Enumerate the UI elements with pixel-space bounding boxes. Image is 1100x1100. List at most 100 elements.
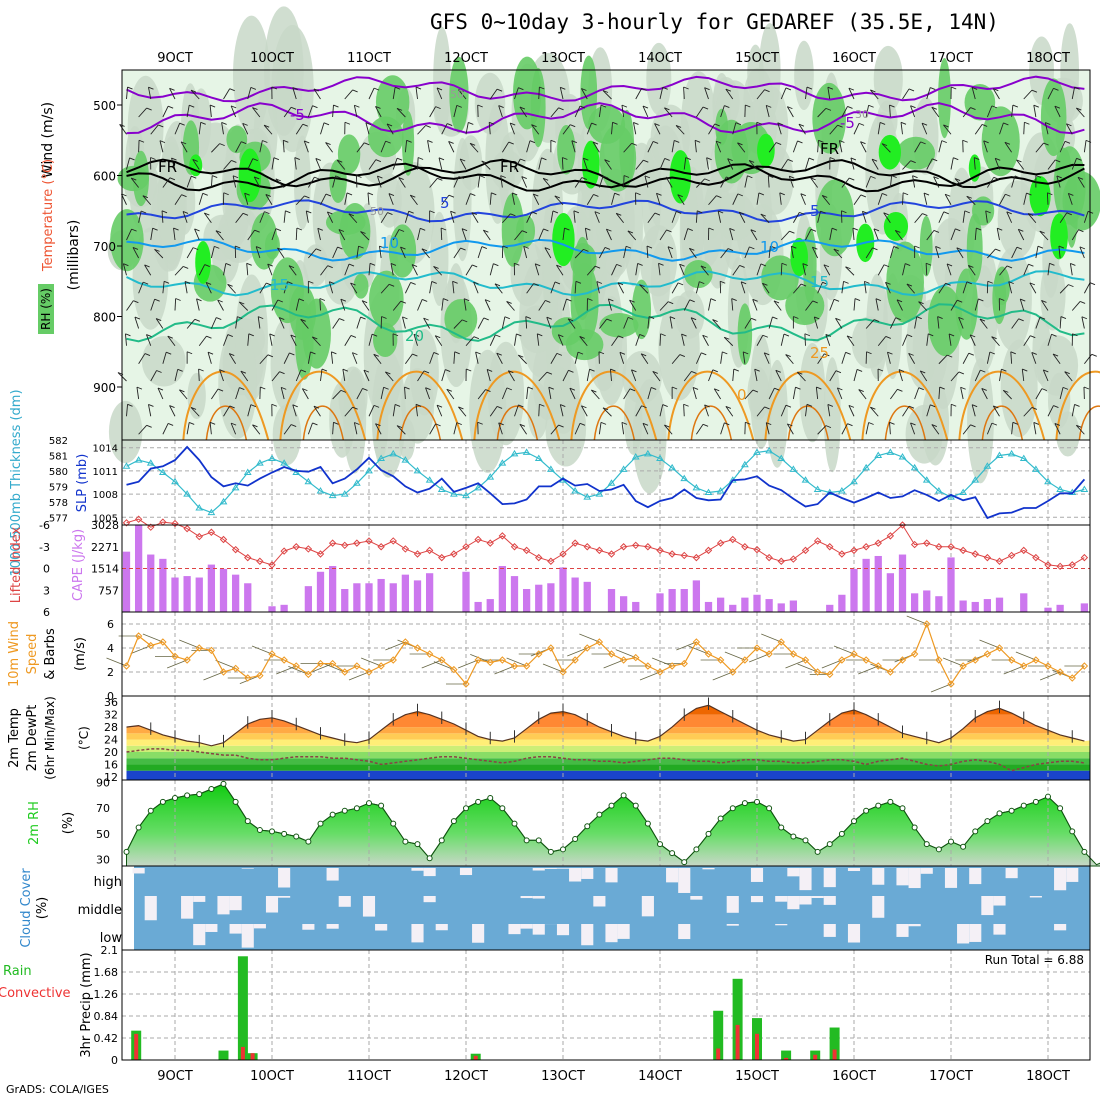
wind-barb bbox=[607, 298, 612, 311]
wind10m-line-point bbox=[850, 650, 858, 658]
wind-barb-flag bbox=[292, 404, 298, 408]
wind-barb-flag bbox=[289, 352, 295, 356]
wind-barb-flag bbox=[189, 104, 195, 108]
wind-barb-flag bbox=[179, 389, 185, 393]
thickness-line-point bbox=[377, 454, 386, 462]
wind-barb bbox=[144, 264, 152, 276]
wind-barb bbox=[644, 175, 649, 188]
wind10m-line-point bbox=[522, 662, 531, 670]
wind-barb-flag bbox=[889, 421, 895, 425]
wind-barb-flag bbox=[159, 140, 166, 144]
wind-barb-flag bbox=[154, 248, 160, 252]
wind-barb bbox=[162, 423, 169, 435]
rh-shade bbox=[187, 372, 206, 420]
wind-barb-flag bbox=[591, 389, 597, 393]
wind-barb-flag bbox=[618, 335, 624, 339]
thickness-line-point bbox=[971, 476, 980, 483]
wind-barb-flag bbox=[700, 265, 707, 269]
cape-bar bbox=[535, 584, 543, 612]
cloud-gap bbox=[132, 868, 145, 874]
wind-barb bbox=[282, 140, 285, 153]
wind-barb bbox=[611, 193, 616, 205]
profile-rh-label: RH (%) bbox=[39, 288, 53, 330]
cloud-gap bbox=[569, 868, 582, 882]
wind-barb bbox=[910, 105, 916, 118]
rh2m-line-point bbox=[414, 841, 421, 848]
wind-barb bbox=[659, 333, 662, 346]
wind-barb bbox=[496, 352, 503, 364]
wind-barb-flag bbox=[889, 104, 895, 108]
rh2m-tick-label: 30 bbox=[96, 854, 110, 867]
cape-bar bbox=[959, 600, 967, 612]
slp-tick-label: 1005 bbox=[93, 513, 118, 524]
rh2m-line-point bbox=[475, 798, 482, 805]
wind-barb bbox=[292, 87, 297, 100]
wind-barb bbox=[415, 404, 418, 417]
wind-barb-flag bbox=[724, 105, 730, 109]
wind10m-line-point bbox=[316, 659, 325, 668]
wind-barb bbox=[469, 143, 479, 153]
wind10m-barb bbox=[215, 660, 236, 669]
temp-band bbox=[126, 705, 1090, 715]
wind-barb-flag bbox=[340, 298, 347, 302]
wind-barb-flag bbox=[760, 263, 767, 267]
cloud-gap bbox=[787, 868, 800, 877]
wind-barb bbox=[889, 422, 891, 435]
cloud-gap bbox=[181, 896, 194, 919]
rh-shade bbox=[997, 180, 1037, 259]
rh2m-line-point bbox=[911, 824, 918, 831]
wind-barb bbox=[841, 281, 844, 294]
wind-barb-flag bbox=[654, 212, 661, 216]
cape-bar bbox=[850, 568, 858, 612]
wind-barb bbox=[611, 264, 617, 276]
wind-barb bbox=[489, 334, 496, 346]
cloud-gap bbox=[1054, 868, 1067, 891]
wind-barb bbox=[247, 333, 250, 346]
wind-barb-flag bbox=[631, 142, 637, 146]
wind-barb bbox=[786, 106, 794, 118]
wind-barb bbox=[817, 140, 819, 153]
wind-barb-flag bbox=[325, 142, 331, 145]
wind-barb bbox=[720, 422, 725, 435]
wind-barb-flag bbox=[750, 229, 756, 233]
cloud-unit-label: (%) bbox=[35, 897, 50, 920]
wind-barb-flag bbox=[529, 140, 536, 144]
wind-barb bbox=[829, 299, 835, 311]
wind-barb bbox=[579, 336, 588, 347]
wind-barb-flag bbox=[1049, 262, 1055, 266]
wind-barb-flag bbox=[1081, 316, 1088, 320]
wind-barb-flag bbox=[870, 89, 876, 93]
rh-shade-moist bbox=[994, 266, 1011, 306]
wind-barb bbox=[392, 87, 396, 100]
precip-tick-label: 0.42 bbox=[94, 1032, 119, 1045]
cape-bar bbox=[183, 576, 191, 612]
wind-barb-flag bbox=[898, 369, 905, 372]
precip-tick-label: 1.26 bbox=[94, 988, 119, 1001]
cloud-gap bbox=[593, 896, 606, 907]
wind-barb bbox=[647, 316, 650, 329]
lifted-index-line-point bbox=[813, 537, 822, 545]
wind-barb-flag bbox=[242, 122, 248, 126]
precip-convective-bar bbox=[784, 1057, 789, 1060]
wind-barb bbox=[688, 248, 697, 259]
wind-barb-flag bbox=[945, 282, 951, 286]
wind-barb bbox=[361, 300, 370, 311]
thickness-line-point bbox=[995, 451, 1004, 458]
wind-barb-flag bbox=[679, 263, 685, 267]
wind-barb-flag bbox=[608, 298, 614, 302]
wind-barb bbox=[453, 105, 458, 118]
wind-barb-flag bbox=[1066, 212, 1073, 216]
wind-barb-flag bbox=[556, 352, 563, 356]
rh2m-line-point bbox=[329, 811, 336, 818]
rh2m-line-point bbox=[802, 837, 809, 844]
wind-barb-flag bbox=[239, 301, 245, 305]
cloud-level-label: low bbox=[100, 931, 123, 946]
rh2m-line-point bbox=[147, 807, 154, 814]
thickness-line-point bbox=[474, 483, 483, 491]
lifted-index-line-point bbox=[668, 550, 676, 558]
cloud-gap bbox=[423, 868, 436, 877]
wind-barb bbox=[943, 124, 952, 135]
pressure-tick-label: 700 bbox=[93, 240, 116, 254]
time-axis-label-top: 15OCT bbox=[735, 51, 779, 66]
wind-barb bbox=[440, 227, 443, 241]
